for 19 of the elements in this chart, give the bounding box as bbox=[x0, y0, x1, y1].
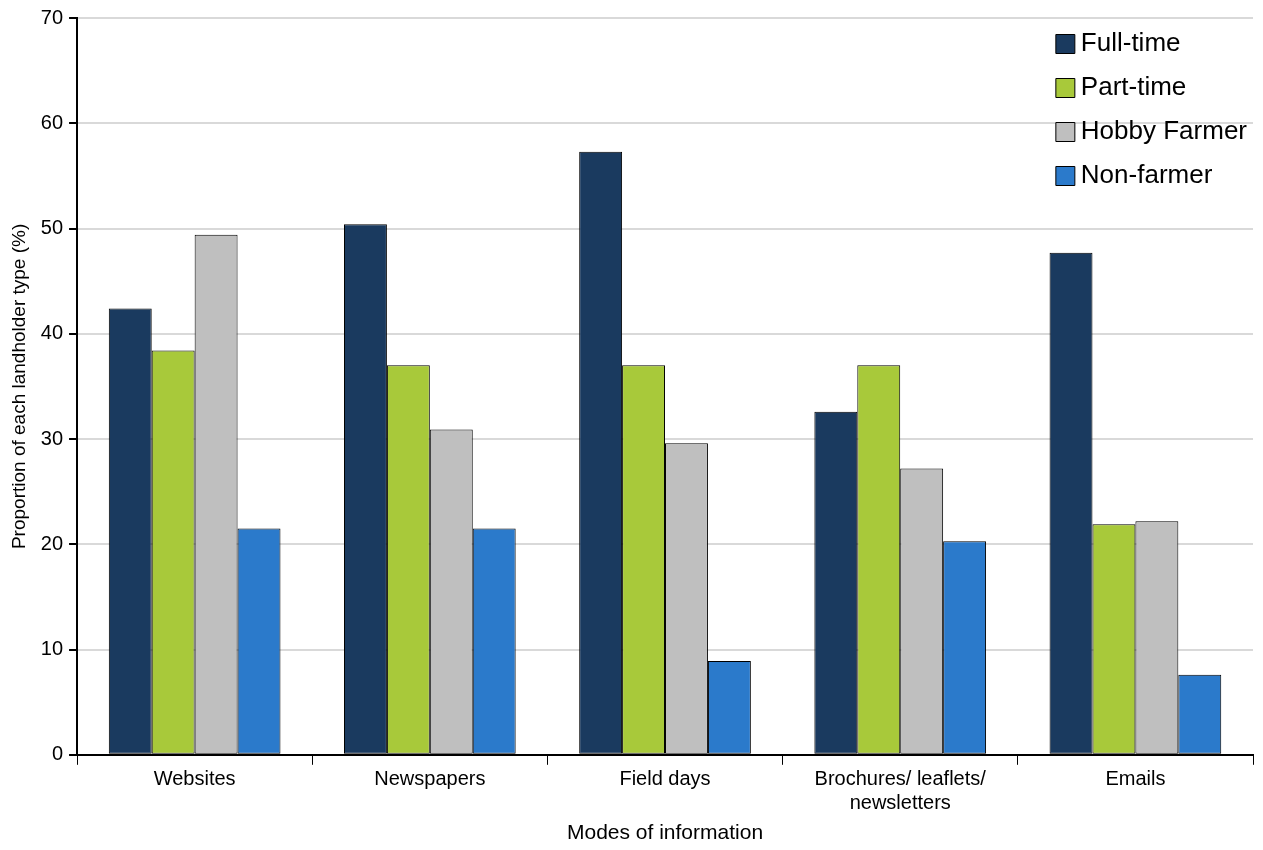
y-tick-label: 30 bbox=[40, 426, 64, 449]
legend-label: Non-farmer bbox=[1080, 159, 1213, 190]
y-tick-label: 20 bbox=[40, 531, 64, 554]
legend-label: Full-time bbox=[1080, 27, 1181, 58]
x-tick-label: Field days bbox=[619, 767, 711, 790]
x-tick-label: Brochures/ leaflets/ newsletters bbox=[814, 767, 987, 814]
x-axis-title: Modes of information bbox=[566, 820, 764, 844]
y-tick-label: 70 bbox=[40, 5, 64, 28]
legend-label: Part-time bbox=[1080, 71, 1187, 102]
x-tick-label: Emails bbox=[1105, 767, 1166, 790]
y-tick-label: 40 bbox=[40, 321, 64, 344]
y-tick-label: 0 bbox=[51, 742, 64, 765]
x-tick-label: Websites bbox=[153, 767, 236, 790]
y-tick-label: 60 bbox=[40, 110, 64, 133]
y-tick-label: 10 bbox=[40, 637, 64, 660]
y-tick-label: 50 bbox=[40, 216, 64, 239]
y-axis-title: Proportion of each landholder type (%) bbox=[7, 223, 29, 550]
legend-label: Hobby Farmer bbox=[1080, 115, 1248, 146]
x-tick-label: Newspapers bbox=[374, 767, 486, 790]
